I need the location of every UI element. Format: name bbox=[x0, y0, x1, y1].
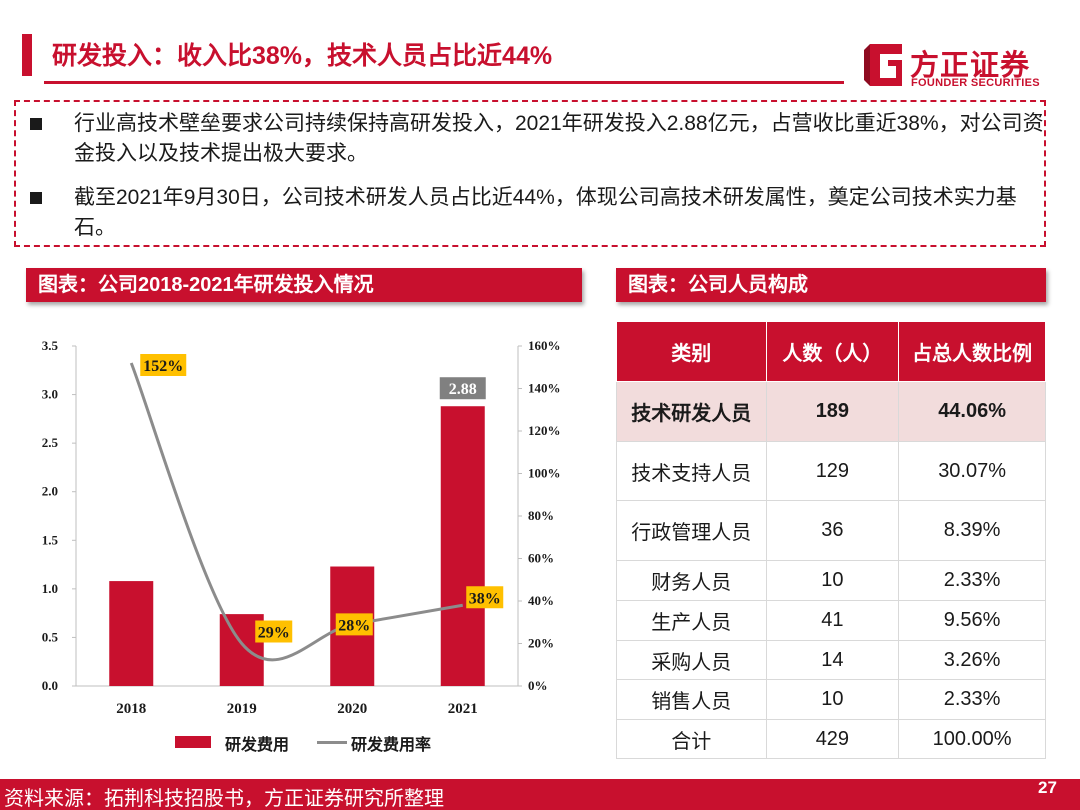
table-cell: 429 bbox=[766, 719, 900, 759]
logo-chinese-name: 方正证券 bbox=[910, 50, 1031, 82]
table-cell: 采购人员 bbox=[616, 640, 767, 680]
x-tick-label: 2021 bbox=[448, 701, 478, 717]
table-cell: 44.06% bbox=[898, 381, 1046, 442]
bar-rd-expense bbox=[109, 581, 154, 686]
table-cell: 技术支持人员 bbox=[616, 441, 767, 501]
table-cell: 10 bbox=[766, 679, 900, 720]
table-cell: 技术研发人员 bbox=[616, 381, 767, 442]
table-header-row: 类别 人数（人） 占总人数比例 bbox=[616, 321, 1046, 382]
rate-label: 152% bbox=[143, 358, 183, 375]
table-header-cell: 类别 bbox=[616, 321, 767, 382]
table-section-header: 图表：公司人员构成 bbox=[616, 268, 1046, 302]
y-left-tick-label: 0.0 bbox=[42, 678, 58, 693]
table-header-cell: 人数（人） bbox=[765, 321, 900, 382]
y-left-tick-label: 1.0 bbox=[42, 581, 58, 596]
table-cell: 30.07% bbox=[898, 441, 1046, 501]
logo-english-name: FOUNDER SECURITIES bbox=[911, 77, 1040, 89]
page-title: 研发投入：收入比38%，技术人员占比近44% bbox=[52, 42, 553, 70]
table-cell: 189 bbox=[766, 381, 900, 442]
rd-rate-line bbox=[129, 362, 464, 662]
table-cell: 2.33% bbox=[898, 679, 1046, 720]
y-right-tick-label: 100% bbox=[528, 466, 561, 481]
value-label: 2.88 bbox=[449, 381, 477, 398]
title-accent-bar bbox=[22, 34, 32, 76]
table-row: 行政管理人员 36 8.39% bbox=[616, 500, 1046, 561]
table-row: 合计 429 100.00% bbox=[616, 719, 1046, 759]
y-left-tick-label: 1.5 bbox=[42, 532, 59, 547]
founder-logo-icon bbox=[864, 44, 902, 86]
y-right-tick-label: 40% bbox=[528, 593, 554, 608]
rate-label-box bbox=[466, 586, 504, 609]
table-cell: 3.26% bbox=[898, 640, 1046, 680]
legend-swatch-bar bbox=[175, 736, 211, 748]
rate-label-box bbox=[140, 354, 187, 376]
y-right-tick-label: 20% bbox=[528, 636, 554, 651]
y-right-tick-label: 120% bbox=[528, 423, 561, 438]
table-cell: 行政管理人员 bbox=[616, 500, 767, 561]
table-row: 生产人员 41 9.56% bbox=[616, 600, 1046, 641]
footer-bar bbox=[0, 779, 1080, 810]
table-row: 技术研发人员 189 44.06% bbox=[616, 381, 1046, 442]
table-row: 采购人员 14 3.26% bbox=[616, 640, 1046, 680]
rd-investment-chart: 0.0 0.5 1.0 1.5 2.0 2.5 3.0 3.5 0% 20% 40% 60% 80% 10… bbox=[42, 338, 561, 717]
y-left-tick-label: 0.5 bbox=[42, 629, 59, 644]
table-row: 财务人员 10 2.33% bbox=[616, 560, 1046, 601]
rate-label-box bbox=[335, 613, 373, 636]
y-left-tick-label: 2.5 bbox=[42, 435, 59, 450]
table-cell: 129 bbox=[766, 441, 900, 501]
x-tick-label: 2018 bbox=[116, 701, 146, 717]
y-right-tick-label: 0% bbox=[528, 678, 548, 693]
page-number: 27 bbox=[1038, 778, 1057, 797]
bar-rd-expense bbox=[440, 406, 485, 686]
legend-swatch-line bbox=[317, 741, 347, 744]
summary-text: 截至2021年9月30日，公司技术研发人员占比近44%，体现公司高技术研发属性，… bbox=[74, 186, 1017, 239]
legend-label: 研发费用 bbox=[225, 737, 290, 754]
table-cell: 生产人员 bbox=[616, 600, 767, 641]
table-cell: 2.33% bbox=[898, 560, 1046, 601]
y-left-tick-label: 3.5 bbox=[42, 338, 59, 353]
table-cell: 8.39% bbox=[898, 500, 1046, 561]
y-left-tick-label: 3.0 bbox=[42, 387, 58, 402]
y-left-tick-label: 2.0 bbox=[42, 484, 58, 499]
table-cell: 财务人员 bbox=[616, 560, 767, 601]
table-row: 技术支持人员 129 30.07% bbox=[616, 441, 1046, 501]
x-tick-label: 2019 bbox=[227, 701, 257, 717]
table-cell: 销售人员 bbox=[616, 679, 767, 720]
table-cell: 10 bbox=[766, 560, 900, 601]
value-label-box bbox=[439, 377, 486, 400]
rate-label: 29% bbox=[258, 625, 290, 642]
title-underline bbox=[44, 81, 844, 84]
table-cell: 14 bbox=[766, 640, 900, 680]
table-header-cell: 占总人数比例 bbox=[898, 321, 1046, 382]
rate-label-box bbox=[255, 620, 293, 643]
table-row: 销售人员 10 2.33% bbox=[616, 679, 1046, 720]
y-right-tick-label: 160% bbox=[528, 338, 561, 353]
table-cell: 41 bbox=[766, 600, 900, 641]
chart-section-header: 图表：公司2018-2021年研发投入情况 bbox=[26, 268, 582, 302]
rate-label: 28% bbox=[338, 617, 370, 634]
y-right-tick-label: 80% bbox=[528, 508, 554, 523]
table-cell: 合计 bbox=[616, 719, 767, 759]
y-right-tick-label: 140% bbox=[528, 381, 561, 396]
summary-box: 行业高技术壁垒要求公司持续保持高研发投入，2021年研发投入2.88亿元，占营收… bbox=[14, 100, 1046, 247]
rate-label: 38% bbox=[469, 590, 501, 607]
bullet-square-icon bbox=[30, 192, 42, 204]
staff-composition-table: 类别 人数（人） 占总人数比例 技术研发人员 189 44.06% 技术支持人员… bbox=[616, 321, 1046, 759]
founder-logo: 方正证券 FOUNDER SECURITIES bbox=[862, 42, 1062, 94]
y-right-tick-label: 60% bbox=[528, 551, 554, 566]
x-tick-label: 2020 bbox=[337, 701, 367, 717]
table-cell: 36 bbox=[766, 500, 900, 561]
bullet-square-icon bbox=[30, 118, 42, 130]
footer-source: 资料来源：拓荆科技招股书，方正证券研究所整理 bbox=[4, 788, 444, 810]
legend-label: 研发费用率 bbox=[351, 737, 432, 754]
summary-text: 行业高技术壁垒要求公司持续保持高研发投入，2021年研发投入2.88亿元，占营收… bbox=[74, 112, 1044, 165]
table-cell: 9.56% bbox=[898, 600, 1046, 641]
table-cell: 100.00% bbox=[898, 719, 1046, 759]
